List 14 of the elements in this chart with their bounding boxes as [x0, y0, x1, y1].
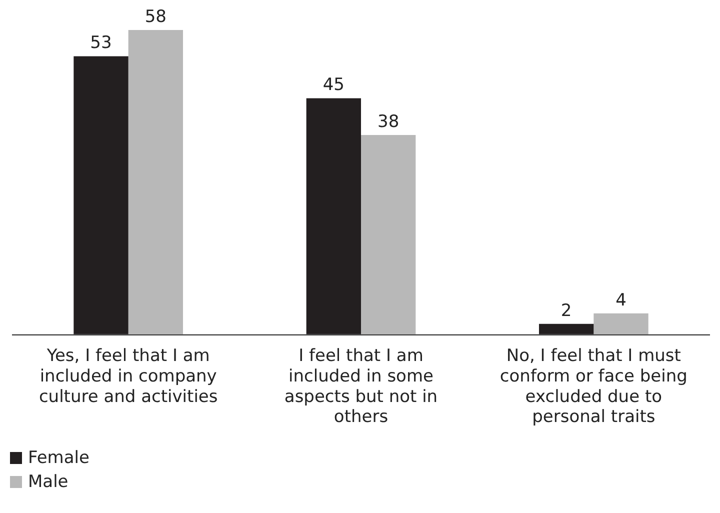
bar	[594, 313, 648, 334]
data-label: 58	[144, 6, 166, 27]
data-label: 38	[378, 112, 400, 132]
data-label: 53	[90, 33, 112, 54]
x-tick-label: No, I feel that I must conform or face being excluded due to personal traits	[500, 346, 688, 428]
x-tick-label: I feel that I am included in some aspects but not in others	[284, 346, 438, 428]
data-label: 4	[616, 290, 626, 310]
x-tick-label: Yes, I feel that I am included in company culture and activities	[38, 346, 218, 407]
data-label: 2	[560, 300, 572, 321]
bar	[361, 134, 416, 334]
legend-label: Male	[28, 471, 68, 494]
bar	[128, 30, 184, 334]
data-label: 45	[322, 75, 344, 96]
legend-label: Female	[28, 447, 90, 470]
